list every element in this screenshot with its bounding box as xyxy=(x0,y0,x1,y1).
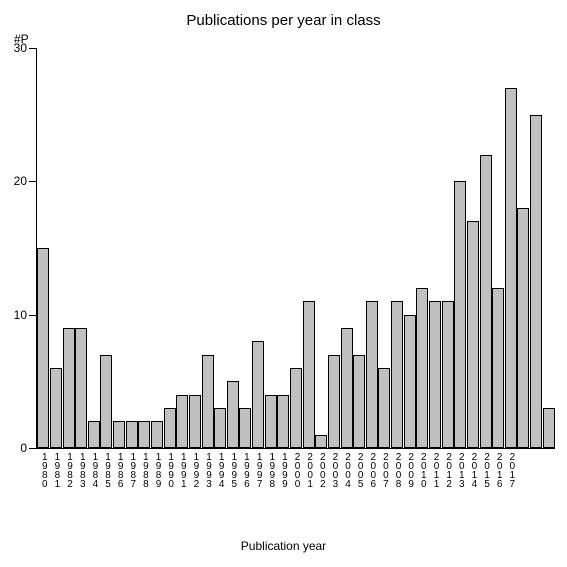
bar xyxy=(277,395,289,448)
x-tick-label: 2016 xyxy=(492,452,504,488)
x-tick-label: 2002 xyxy=(315,452,327,488)
bar xyxy=(75,328,87,448)
bar xyxy=(214,408,226,448)
x-tick-label: 1982 xyxy=(63,452,75,488)
bar xyxy=(37,248,49,448)
y-tick-label: 30 xyxy=(14,41,27,55)
x-tick-label: 1995 xyxy=(227,452,239,488)
bar xyxy=(303,301,315,448)
x-tick-label: 1990 xyxy=(164,452,176,488)
x-tick-label: 2006 xyxy=(366,452,378,488)
x-tick-label: 1988 xyxy=(138,452,150,488)
bar xyxy=(543,408,555,448)
x-tick-label: 2001 xyxy=(303,452,315,488)
bar xyxy=(176,395,188,448)
chart-container: Publications per year in class #P 010203… xyxy=(0,0,567,567)
bar xyxy=(315,435,327,448)
y-tick xyxy=(29,448,37,449)
x-tick-label: 1991 xyxy=(176,452,188,488)
bar xyxy=(328,355,340,448)
x-tick-label: 2004 xyxy=(341,452,353,488)
bar xyxy=(391,301,403,448)
bar xyxy=(227,381,239,448)
x-tick-label: 2014 xyxy=(467,452,479,488)
plot-area: 0102030198019811982198319841985198619871… xyxy=(36,48,555,449)
x-tick-label: 2017 xyxy=(505,452,517,488)
y-tick-label: 0 xyxy=(20,441,27,455)
bar xyxy=(50,368,62,448)
x-tick-label: 1999 xyxy=(277,452,289,488)
y-tick xyxy=(29,181,37,182)
bar xyxy=(239,408,251,448)
bar xyxy=(480,155,492,448)
bar xyxy=(467,221,479,448)
bar xyxy=(138,421,150,448)
bar xyxy=(378,368,390,448)
x-tick-label: 2013 xyxy=(454,452,466,488)
x-tick-label: 1980 xyxy=(37,452,49,488)
x-tick-label: 2008 xyxy=(391,452,403,488)
bar xyxy=(404,315,416,448)
bar xyxy=(290,368,302,448)
x-tick-label: 2012 xyxy=(442,452,454,488)
bar xyxy=(517,208,529,448)
bar xyxy=(341,328,353,448)
bar xyxy=(252,341,264,448)
x-tick-label: 2000 xyxy=(290,452,302,488)
bar xyxy=(366,301,378,448)
x-tick-label: 1984 xyxy=(88,452,100,488)
x-tick-label: 1993 xyxy=(202,452,214,488)
bar xyxy=(442,301,454,448)
x-tick-label: 2011 xyxy=(429,452,441,488)
x-tick-label: 1981 xyxy=(50,452,62,488)
bar xyxy=(265,395,277,448)
x-tick-label: 2003 xyxy=(328,452,340,488)
x-tick-label: 2005 xyxy=(353,452,365,488)
chart-title: Publications per year in class xyxy=(0,12,567,29)
x-tick-label: 2007 xyxy=(378,452,390,488)
x-tick-label: 1989 xyxy=(151,452,163,488)
bar xyxy=(429,301,441,448)
x-axis-label: Publication year xyxy=(0,539,567,553)
x-tick-label: 1985 xyxy=(100,452,112,488)
x-tick-label: 1997 xyxy=(252,452,264,488)
bar xyxy=(505,88,517,448)
bar xyxy=(202,355,214,448)
x-tick-label: 2009 xyxy=(404,452,416,488)
x-tick-label: 1992 xyxy=(189,452,201,488)
bar xyxy=(353,355,365,448)
y-tick-label: 20 xyxy=(14,174,27,188)
bar xyxy=(530,115,542,448)
y-tick xyxy=(29,315,37,316)
x-tick-label: 2010 xyxy=(416,452,428,488)
bar xyxy=(63,328,75,448)
bar xyxy=(492,288,504,448)
x-tick-label: 1994 xyxy=(214,452,226,488)
x-tick-label: 1983 xyxy=(75,452,87,488)
bar xyxy=(151,421,163,448)
bar xyxy=(416,288,428,448)
bar xyxy=(100,355,112,448)
bar xyxy=(113,421,125,448)
x-tick-label: 1998 xyxy=(265,452,277,488)
bar xyxy=(454,181,466,448)
bar xyxy=(164,408,176,448)
x-tick-label: 1986 xyxy=(113,452,125,488)
y-tick xyxy=(29,48,37,49)
bar xyxy=(88,421,100,448)
x-tick-label: 1987 xyxy=(126,452,138,488)
y-tick-label: 10 xyxy=(14,308,27,322)
x-tick-label: 1996 xyxy=(239,452,251,488)
x-tick-label: 2015 xyxy=(480,452,492,488)
bar xyxy=(126,421,138,448)
bar xyxy=(189,395,201,448)
